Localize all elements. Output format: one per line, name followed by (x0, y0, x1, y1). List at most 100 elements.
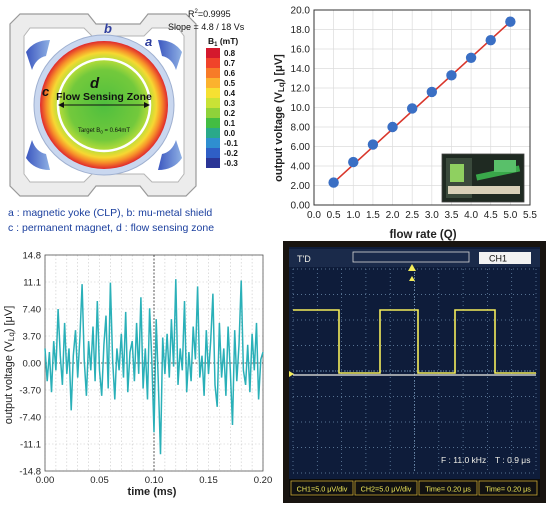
frequency-readout: F : 11.0 kHz (441, 455, 486, 465)
caption-line-2: c : permanent magnet, d : flow sensing z… (8, 222, 215, 234)
colorbar-swatch (206, 158, 220, 168)
colorbar-tick-label: -0.3 (224, 159, 238, 168)
y-tick-label: 14.0 (291, 64, 311, 75)
time-signal-chart: 14.8 11.1 7.40 3.70 0.00 -3.70 -7.40 -11.1 -14.8… (3, 251, 273, 499)
data-point (446, 70, 457, 81)
target-b-label: Target B0 = 0.64mT (78, 128, 130, 135)
colorbar-swatch (206, 48, 220, 58)
colorbar-swatch (206, 78, 220, 88)
x-tick-label: 3.5 (445, 210, 459, 221)
colorbar-title: B1 (mT) (208, 36, 238, 48)
letter-c: c (42, 84, 50, 99)
colorbar: 0.80.70.60.50.40.30.20.10.0-0.1-0.2-0.3 (206, 48, 238, 168)
fit-line (333, 21, 511, 184)
magnet-simulation-figure: Flow Sensing Zone Target B0 = 0.64mT a b… (9, 13, 238, 197)
time-axes (44, 254, 264, 472)
data-point (348, 156, 359, 168)
y-tick-label: 0.00 (23, 359, 42, 370)
zone-label: Flow Sensing Zone (56, 91, 152, 103)
colorbar-swatch (206, 68, 220, 78)
magnetic-yoke-left (26, 40, 50, 70)
y-tick-label: 18.0 (291, 25, 311, 36)
colorbar-tick-label: -0.1 (224, 139, 238, 148)
caption-line-1: a : magnetic yoke (CLP), b: mu-metal shi… (8, 207, 213, 219)
x-tick-label: 0.5 (327, 210, 341, 221)
x-tick-label: 0.0 (307, 210, 321, 221)
time-y-ticks: 14.8 11.1 7.40 3.70 0.00 -3.70 -7.40 -11.1 -14.8 (19, 251, 41, 478)
data-point (406, 103, 418, 114)
magnetic-yoke-right (158, 40, 182, 70)
colorbar-swatch (206, 148, 220, 158)
data-point (328, 177, 339, 188)
oscilloscope-grid (292, 268, 537, 474)
calibration-x-ticks: 0.0 0.5 1.0 1.5 2.0 2.5 3.0 3.5 4.0 4.5 5.0 5.5 (307, 210, 537, 221)
footer-label: Time= 0.20 μs (425, 485, 471, 494)
x-axis-label: time (ms) (128, 486, 177, 498)
y-tick-label: 4.00 (291, 162, 311, 173)
colorbar-tick-label: 0.5 (224, 79, 236, 88)
oscilloscope-panel: T'D CH1 F : 11.0 kHz T : 0.9 μs CH1=5.0 … (283, 241, 546, 503)
x-tick-label: 0.10 (145, 475, 164, 486)
trigger-label: T'D (297, 254, 311, 264)
time-signal-panel: 14.8 11.1 7.40 3.70 0.00 -3.70 -7.40 -11.1 -14.8… (0, 247, 275, 505)
colorbar-tick-label: 0.1 (224, 119, 236, 128)
footer-box (418, 480, 478, 496)
x-tick-label: 5.0 (503, 210, 517, 221)
square-wave-trace (293, 309, 536, 374)
oscilloscope-screen: T'D CH1 F : 11.0 kHz T : 0.9 μs CH1=5.0 … (283, 241, 546, 503)
sensor-photo-inset (441, 153, 525, 203)
data-point (505, 16, 516, 27)
x-tick-label: 4.0 (464, 210, 478, 221)
y-tick-label: 11.1 (23, 278, 41, 289)
footer-box (478, 480, 538, 496)
data-point (367, 139, 379, 150)
y-axis-label: output voltage (VLq) [μV] (273, 54, 286, 182)
y-tick-label: -11.1 (20, 440, 41, 451)
calibration-chart: 0.00 2.00 4.00 6.00 8.00 10.0 12.0 14.0 16.0 18.0… (161, 1, 537, 241)
y-tick-label: 2.00 (291, 181, 311, 192)
colorbar-swatch (206, 108, 220, 118)
y-tick-label: 3.70 (23, 332, 42, 343)
oscilloscope-footer: CH1=5.0 μV/div CH2=5.0 μV/div Time= 0.20 μ… (290, 480, 538, 496)
colorbar-tick-label: 0.7 (224, 59, 236, 68)
channel-label: CH1 (489, 254, 507, 264)
y-tick-label: 16.0 (291, 45, 311, 56)
colorbar-tick-label: 0.8 (224, 49, 236, 58)
y-tick-label: -7.40 (19, 413, 41, 424)
colorbar-swatch (206, 138, 220, 148)
y-tick-label: -3.70 (19, 386, 41, 397)
letter-b: b (104, 21, 112, 36)
colorbar-swatch (206, 128, 220, 138)
time-x-ticks: 0.00 0.05 0.10 0.15 0.20 (36, 475, 273, 486)
colorbar-swatch (206, 58, 220, 68)
x-tick-label: 2.0 (386, 210, 400, 221)
letter-d: d (90, 75, 100, 92)
plot-frame (313, 9, 531, 206)
colorbar-swatch (206, 88, 220, 98)
signal-trace (44, 279, 264, 455)
y-tick-label: 14.8 (23, 251, 42, 262)
x-tick-label: 2.5 (405, 210, 419, 221)
footer-label: CH1=5.0 μV/div (297, 485, 348, 494)
r-squared-label: R2=0.9995 (188, 9, 231, 19)
data-point (426, 86, 438, 98)
footer-box (290, 480, 354, 496)
colorbar-swatch (206, 98, 220, 108)
footer-label: CH2=5.0 μV/div (361, 485, 412, 494)
colorbar-tick-label: 0.3 (224, 99, 236, 108)
colorbar-tick-label: -0.2 (224, 149, 238, 158)
data-point (465, 52, 477, 63)
colorbar-tick-label: 0.4 (224, 89, 236, 98)
x-tick-label: 0.15 (199, 475, 218, 486)
data-point (485, 35, 496, 46)
x-tick-label: 1.0 (346, 210, 360, 221)
x-tick-label: 4.5 (484, 210, 498, 221)
x-tick-label: 1.5 (366, 210, 380, 221)
data-point (387, 121, 398, 133)
colorbar-tick-label: 0.2 (224, 109, 236, 118)
x-tick-label: 0.05 (90, 475, 109, 486)
y-tick-label: 8.00 (291, 123, 311, 134)
calibration-y-ticks: 0.00 2.00 4.00 6.00 8.00 10.0 12.0 14.0 16.0 18.0… (291, 6, 311, 212)
colorbar-tick-label: 0.6 (224, 69, 236, 78)
fit-legend-text: R2=0.9995 Slope = 4.8 / 18 Vs (168, 9, 245, 32)
